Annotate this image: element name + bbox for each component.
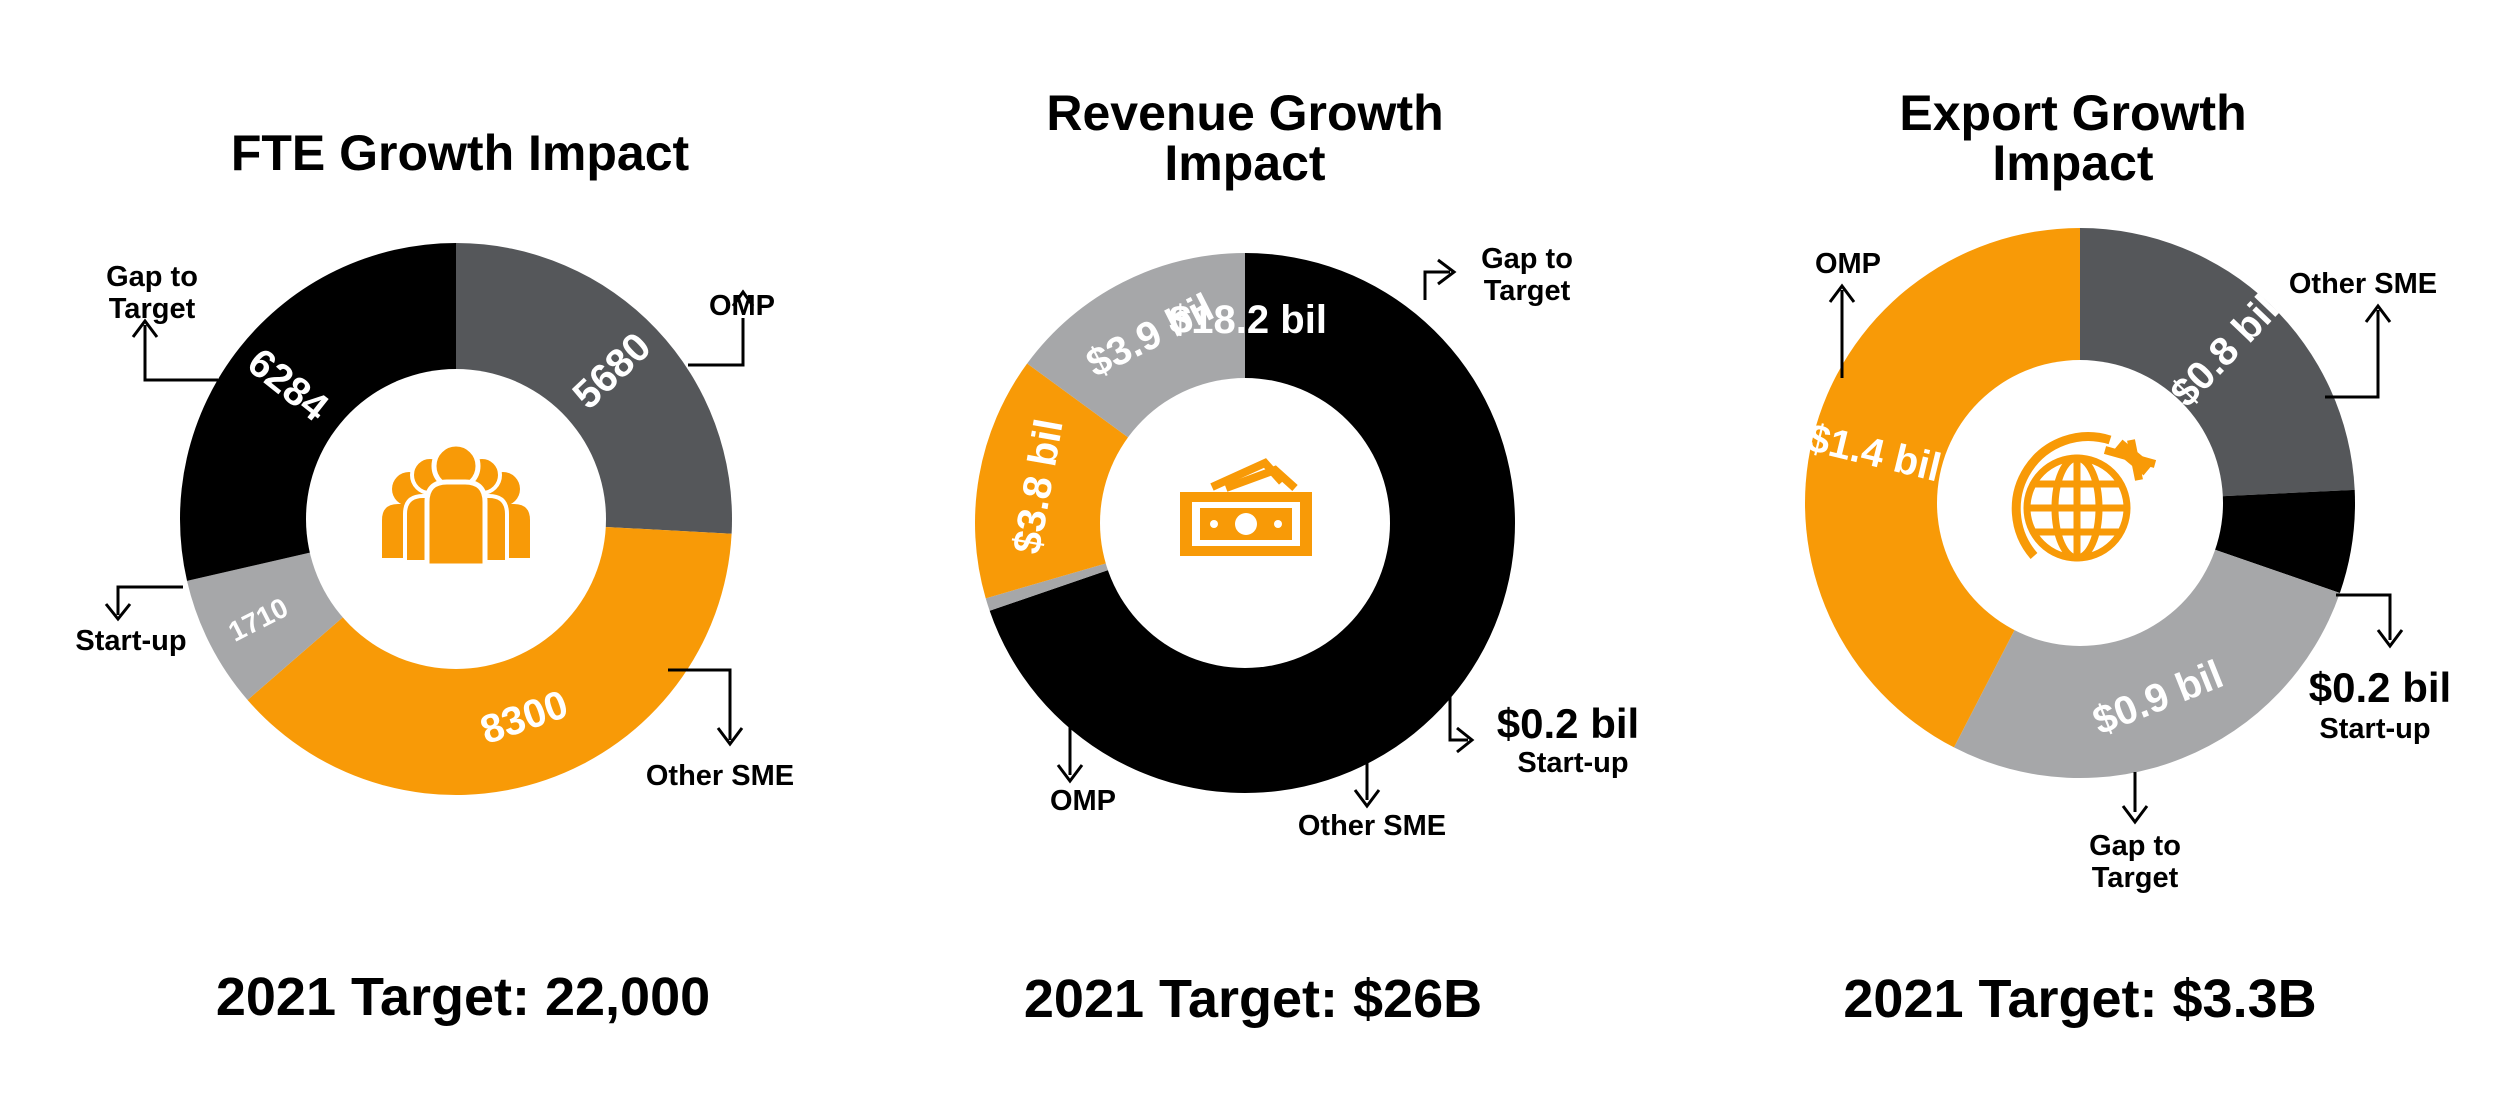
globe-plane-icon: [2011, 432, 2157, 562]
revenue-startup-value: $0.2 bil: [1497, 700, 1639, 747]
fte-other-sme-arrowhead: [716, 727, 744, 747]
fte-chart: FTE Growth Impact 5680 8300 1710 6284 OM…: [75, 125, 794, 1027]
money-icon: [1180, 458, 1312, 556]
revenue-chart: Revenue Growth Impact $18.2 bil $3.8 bil…: [975, 85, 1639, 1029]
fte-startup-label: Start-up: [75, 625, 186, 657]
fte-omp-leader: [688, 318, 745, 367]
revenue-gap-value: $18.2 bil: [1169, 298, 1327, 342]
revenue-omp-label: OMP: [1050, 785, 1116, 817]
revenue-gap-arrowhead: [1437, 258, 1457, 286]
fte-omp-arrowhead: [731, 289, 755, 307]
export-startup-leader: [2336, 593, 2392, 640]
fte-startup-leader: [116, 585, 183, 615]
revenue-gap-label-line1: Gap to: [1481, 243, 1573, 275]
export-other-sme-label: Other SME: [2289, 268, 2437, 300]
export-title-line2: Impact: [1992, 135, 2154, 191]
fte-gap-label-line1: Gap to: [106, 261, 198, 293]
export-startup-arrowhead: [2376, 629, 2404, 649]
revenue-other-sme-label: Other SME: [1298, 810, 1446, 842]
export-omp-label: OMP: [1815, 248, 1881, 280]
revenue-title-line1: Revenue Growth: [1046, 85, 1443, 141]
fte-title: FTE Growth Impact: [231, 125, 690, 181]
export-gap-label-line2: Target: [2092, 862, 2179, 894]
fte-gap-label-line2: Target: [109, 293, 196, 325]
export-omp-arrowhead: [1828, 283, 1856, 303]
export-chart: Export Growth Impact $0.8 bil $0.9 bil $…: [1803, 85, 2451, 1029]
revenue-other-sme-arrowhead: [1353, 789, 1381, 809]
revenue-omp-arrowhead: [1056, 764, 1084, 784]
revenue-startup-label: Start-up: [1517, 747, 1628, 779]
fte-gap-leader: [143, 325, 218, 382]
revenue-startup-arrowhead: [1456, 726, 1475, 754]
export-startup-label: Start-up: [2319, 713, 2430, 745]
export-other-sme-leader: [2325, 310, 2380, 399]
fte-gap-arrowhead: [131, 318, 159, 338]
revenue-startup-leader: [1448, 690, 1468, 742]
fte-startup-arrowhead: [104, 603, 132, 622]
export-gap-arrowhead: [2121, 805, 2149, 825]
fte-omp-label: OMP: [709, 290, 775, 322]
export-startup-value: $0.2 bil: [2309, 664, 2451, 711]
revenue-gap-leader: [1423, 270, 1450, 300]
export-other-sme-arrowhead: [2364, 303, 2392, 323]
people-icon: [382, 441, 530, 569]
export-target: 2021 Target: $3.3B: [1843, 969, 2316, 1029]
export-title-line1: Export Growth: [1899, 85, 2246, 141]
fte-other-sme-label: Other SME: [646, 760, 794, 792]
fte-other-sme-leader: [668, 668, 732, 740]
export-gap-label-line1: Gap to: [2089, 830, 2181, 862]
fte-target: 2021 Target: 22,000: [216, 967, 710, 1027]
revenue-target: 2021 Target: $26B: [1024, 969, 1482, 1029]
revenue-gap-label-line2: Target: [1484, 275, 1571, 307]
revenue-title-line2: Impact: [1164, 135, 1326, 191]
